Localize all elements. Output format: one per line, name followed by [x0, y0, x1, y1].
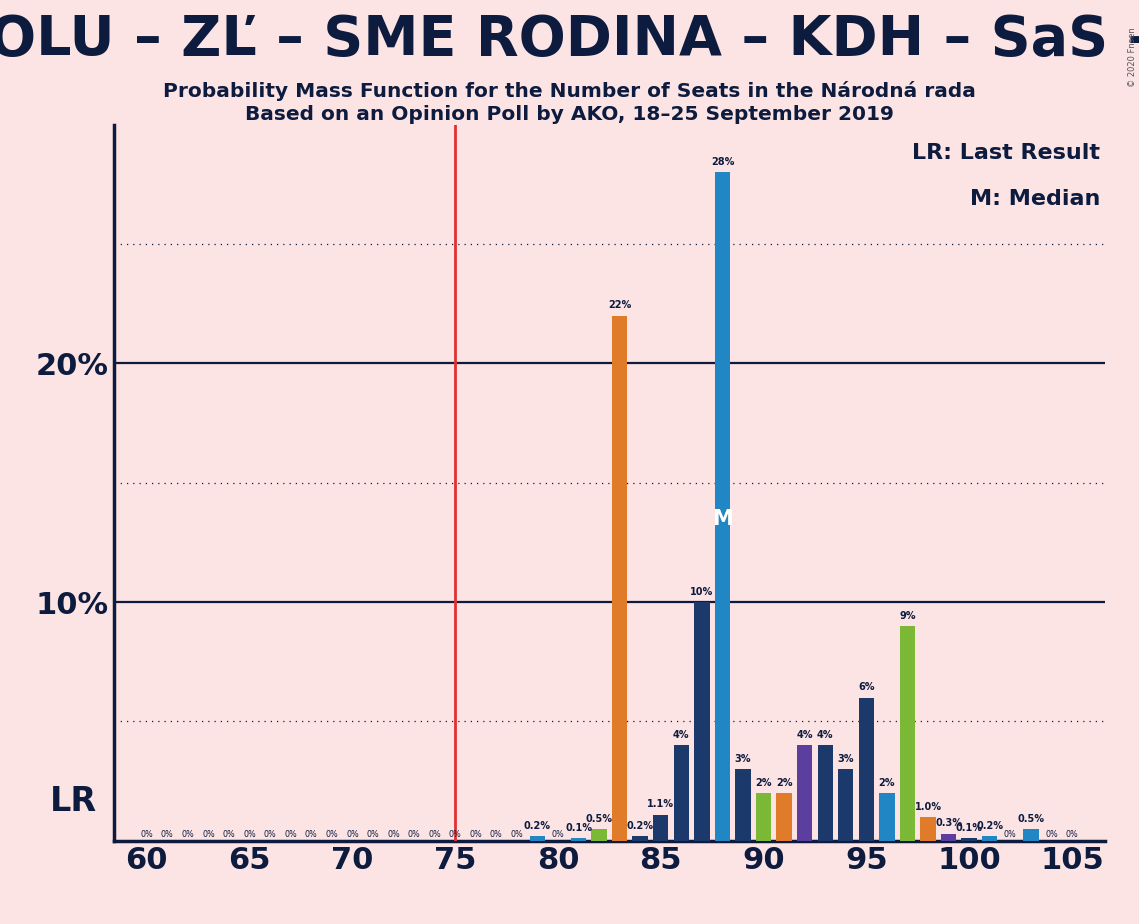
Text: 0%: 0% — [449, 831, 461, 839]
Bar — [715, 173, 730, 841]
Text: 0%: 0% — [367, 831, 379, 839]
Text: © 2020 Fnsen: © 2020 Fnsen — [1128, 28, 1137, 88]
Bar — [694, 602, 710, 841]
Text: 0%: 0% — [387, 831, 400, 839]
Text: 0%: 0% — [428, 831, 441, 839]
Text: 9%: 9% — [899, 611, 916, 621]
Bar — [530, 836, 546, 841]
Text: M: Median: M: Median — [969, 189, 1100, 209]
Text: Probability Mass Function for the Number of Seats in the Národná rada: Probability Mass Function for the Number… — [163, 81, 976, 102]
Bar — [571, 838, 587, 841]
Text: M: M — [712, 508, 732, 529]
Text: 0%: 0% — [285, 831, 297, 839]
Text: 0%: 0% — [305, 831, 318, 839]
Bar — [777, 793, 792, 841]
Text: 1.1%: 1.1% — [647, 799, 674, 809]
Text: LR: Last Result: LR: Last Result — [912, 142, 1100, 163]
Bar — [879, 793, 894, 841]
Text: Based on an Opinion Poll by AKO, 18–25 September 2019: Based on an Opinion Poll by AKO, 18–25 S… — [245, 105, 894, 125]
Text: 0%: 0% — [469, 831, 482, 839]
Bar — [612, 316, 628, 841]
Bar — [797, 746, 812, 841]
Text: 2%: 2% — [755, 778, 772, 788]
Text: 0.2%: 0.2% — [976, 821, 1003, 831]
Text: LR: LR — [49, 784, 97, 818]
Bar — [818, 746, 833, 841]
Text: 0%: 0% — [408, 831, 420, 839]
Text: 22%: 22% — [608, 300, 631, 310]
Text: 0%: 0% — [140, 831, 153, 839]
Text: 4%: 4% — [817, 730, 834, 740]
Bar — [591, 829, 607, 841]
Text: 0%: 0% — [181, 831, 195, 839]
Text: 3%: 3% — [735, 754, 752, 764]
Text: 0%: 0% — [264, 831, 277, 839]
Text: 0%: 0% — [1044, 831, 1058, 839]
Text: 0.2%: 0.2% — [524, 821, 551, 831]
Text: 0%: 0% — [551, 831, 564, 839]
Text: 0%: 0% — [346, 831, 359, 839]
Text: 0.5%: 0.5% — [585, 814, 613, 823]
Bar — [736, 769, 751, 841]
Text: 0%: 0% — [490, 831, 502, 839]
Bar — [838, 769, 853, 841]
Text: 0%: 0% — [1003, 831, 1017, 839]
Bar — [632, 836, 648, 841]
Text: 4%: 4% — [673, 730, 689, 740]
Text: 1.0%: 1.0% — [915, 802, 942, 811]
Text: 0.5%: 0.5% — [1017, 814, 1044, 823]
Text: 2%: 2% — [776, 778, 793, 788]
Text: 10%: 10% — [690, 587, 713, 597]
Bar — [961, 838, 977, 841]
Text: 0%: 0% — [202, 831, 215, 839]
Text: 0%: 0% — [510, 831, 523, 839]
Text: 0.3%: 0.3% — [935, 819, 962, 829]
Text: 0.1%: 0.1% — [956, 823, 983, 833]
Text: 0.1%: 0.1% — [565, 823, 592, 833]
Bar — [756, 793, 771, 841]
Text: 0%: 0% — [1066, 831, 1079, 839]
Text: 0%: 0% — [326, 831, 338, 839]
Text: 2%: 2% — [878, 778, 895, 788]
Text: 3%: 3% — [837, 754, 854, 764]
Text: 28%: 28% — [711, 157, 735, 167]
Bar — [859, 698, 874, 841]
Text: 0.2%: 0.2% — [626, 821, 654, 831]
Text: 6%: 6% — [858, 682, 875, 692]
Bar — [653, 815, 669, 841]
Text: OLU – ZĽ – SME RODINA – KDH – SaS – OĽaNO – MOS: OLU – ZĽ – SME RODINA – KDH – SaS – OĽaN… — [0, 13, 1139, 67]
Text: 4%: 4% — [796, 730, 813, 740]
Text: 0%: 0% — [244, 831, 256, 839]
Bar — [1023, 829, 1039, 841]
Bar — [920, 817, 936, 841]
Text: 0%: 0% — [161, 831, 174, 839]
Bar — [900, 626, 915, 841]
Bar — [982, 836, 998, 841]
Bar — [941, 833, 957, 841]
Text: 0%: 0% — [222, 831, 236, 839]
Bar — [673, 746, 689, 841]
